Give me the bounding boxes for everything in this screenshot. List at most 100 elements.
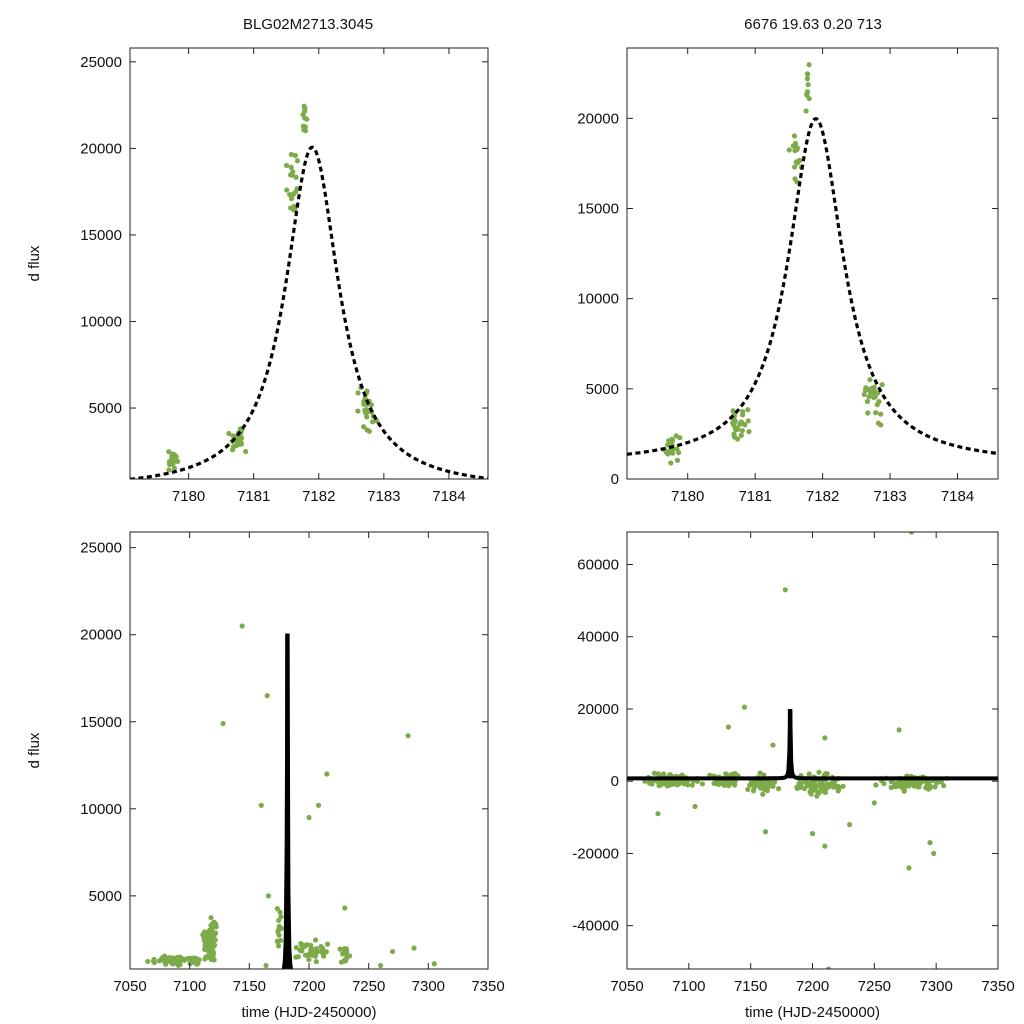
data-point: [164, 958, 170, 964]
y-tick-label: 20000: [577, 110, 619, 127]
x-tick-label: 7183: [367, 488, 400, 505]
x-tick-label: 7184: [432, 488, 465, 505]
y-tick-label: 25000: [80, 540, 122, 557]
data-point: [739, 419, 745, 425]
data-point: [725, 724, 732, 730]
data-point: [803, 108, 809, 114]
data-point: [900, 779, 907, 785]
y-tick-label: 5000: [89, 400, 122, 417]
data-point: [875, 420, 881, 426]
x-tick-label: 7300: [412, 978, 445, 995]
data-point: [258, 802, 264, 808]
data-point: [794, 147, 800, 153]
data-point: [294, 158, 300, 164]
data-point: [299, 948, 305, 954]
x-tick-label: 7350: [981, 978, 1014, 995]
data-point: [191, 958, 197, 964]
data-point: [674, 782, 681, 788]
x-tick-label: 7200: [796, 978, 829, 995]
data-point: [321, 953, 327, 959]
data-point: [235, 439, 241, 445]
data-point: [669, 436, 675, 442]
data-point: [731, 420, 737, 426]
x-tick-label: 7182: [302, 488, 335, 505]
data-point: [277, 909, 283, 915]
y-tick-label: 5000: [586, 381, 619, 398]
y-tick-label: 20000: [80, 140, 122, 157]
y-tick-label: -20000: [572, 845, 619, 862]
data-point: [290, 169, 296, 175]
data-point: [288, 205, 294, 211]
plot-frame: [129, 47, 489, 480]
data-point: [924, 782, 930, 788]
data-point: [263, 962, 269, 969]
data-point: [308, 947, 314, 953]
data-point: [431, 961, 437, 967]
data-point: [806, 771, 812, 777]
x-tick-label: 7183: [873, 488, 906, 505]
data-point: [288, 164, 294, 170]
x-tick-label: 7200: [292, 978, 325, 995]
data-point: [243, 448, 249, 455]
data-point: [806, 95, 812, 102]
data-point: [295, 954, 301, 960]
data-point: [411, 945, 417, 951]
data-point: [745, 786, 751, 793]
data-point: [764, 784, 771, 790]
data-point: [809, 830, 816, 837]
model-curve: [627, 711, 998, 781]
data-point: [731, 431, 737, 437]
data-point: [871, 800, 877, 806]
data-point: [340, 951, 346, 957]
y-tick-label: 15000: [80, 714, 122, 731]
data-point: [872, 394, 878, 400]
data-point: [324, 771, 330, 777]
data-point: [769, 783, 775, 789]
data-point: [699, 781, 706, 787]
data-point: [337, 946, 343, 952]
data-point: [836, 785, 842, 792]
data-point: [804, 780, 810, 786]
x-tick-label: 7100: [672, 978, 705, 995]
data-point: [315, 802, 322, 808]
data-point: [791, 133, 798, 139]
data-point: [362, 407, 368, 413]
data-point: [807, 789, 813, 795]
data-point: [867, 377, 873, 383]
x-tick-label: 7250: [352, 978, 385, 995]
data-point: [792, 164, 798, 170]
data-point: [792, 140, 799, 146]
x-axis-label: time (HJD-2450000): [745, 1004, 880, 1021]
data-point: [908, 532, 915, 535]
panel-bottom-right: 7050 7100 7150 7200 7250 7300 7350 -40000 -20000…: [572, 531, 1015, 1021]
data-point: [762, 829, 769, 835]
data-point: [879, 382, 885, 388]
data-point: [169, 453, 175, 459]
data-point: [200, 932, 206, 938]
data-point: [293, 944, 299, 951]
data-point: [275, 943, 282, 949]
data-point: [805, 82, 811, 88]
data-point: [821, 788, 827, 794]
y-tick-label: 0: [611, 471, 619, 488]
data-point: [288, 151, 294, 158]
data-point: [209, 947, 216, 953]
data-point: [366, 428, 372, 434]
data-point: [749, 781, 755, 788]
data-point: [734, 425, 740, 431]
y-tick-label: 15000: [80, 227, 122, 244]
data-point: [195, 960, 201, 966]
x-tick-label: 7100: [173, 978, 206, 995]
data-point: [378, 962, 384, 969]
data-point: [734, 436, 741, 442]
data-point: [342, 905, 348, 911]
plot-area: [627, 62, 998, 466]
data-point: [168, 457, 175, 463]
data-point: [145, 958, 151, 965]
data-point: [782, 587, 788, 593]
data-point: [674, 446, 680, 452]
title-left: BLG02M2713.3045: [243, 16, 373, 33]
data-point: [265, 893, 272, 899]
data-point: [770, 742, 776, 748]
data-point: [892, 784, 898, 790]
